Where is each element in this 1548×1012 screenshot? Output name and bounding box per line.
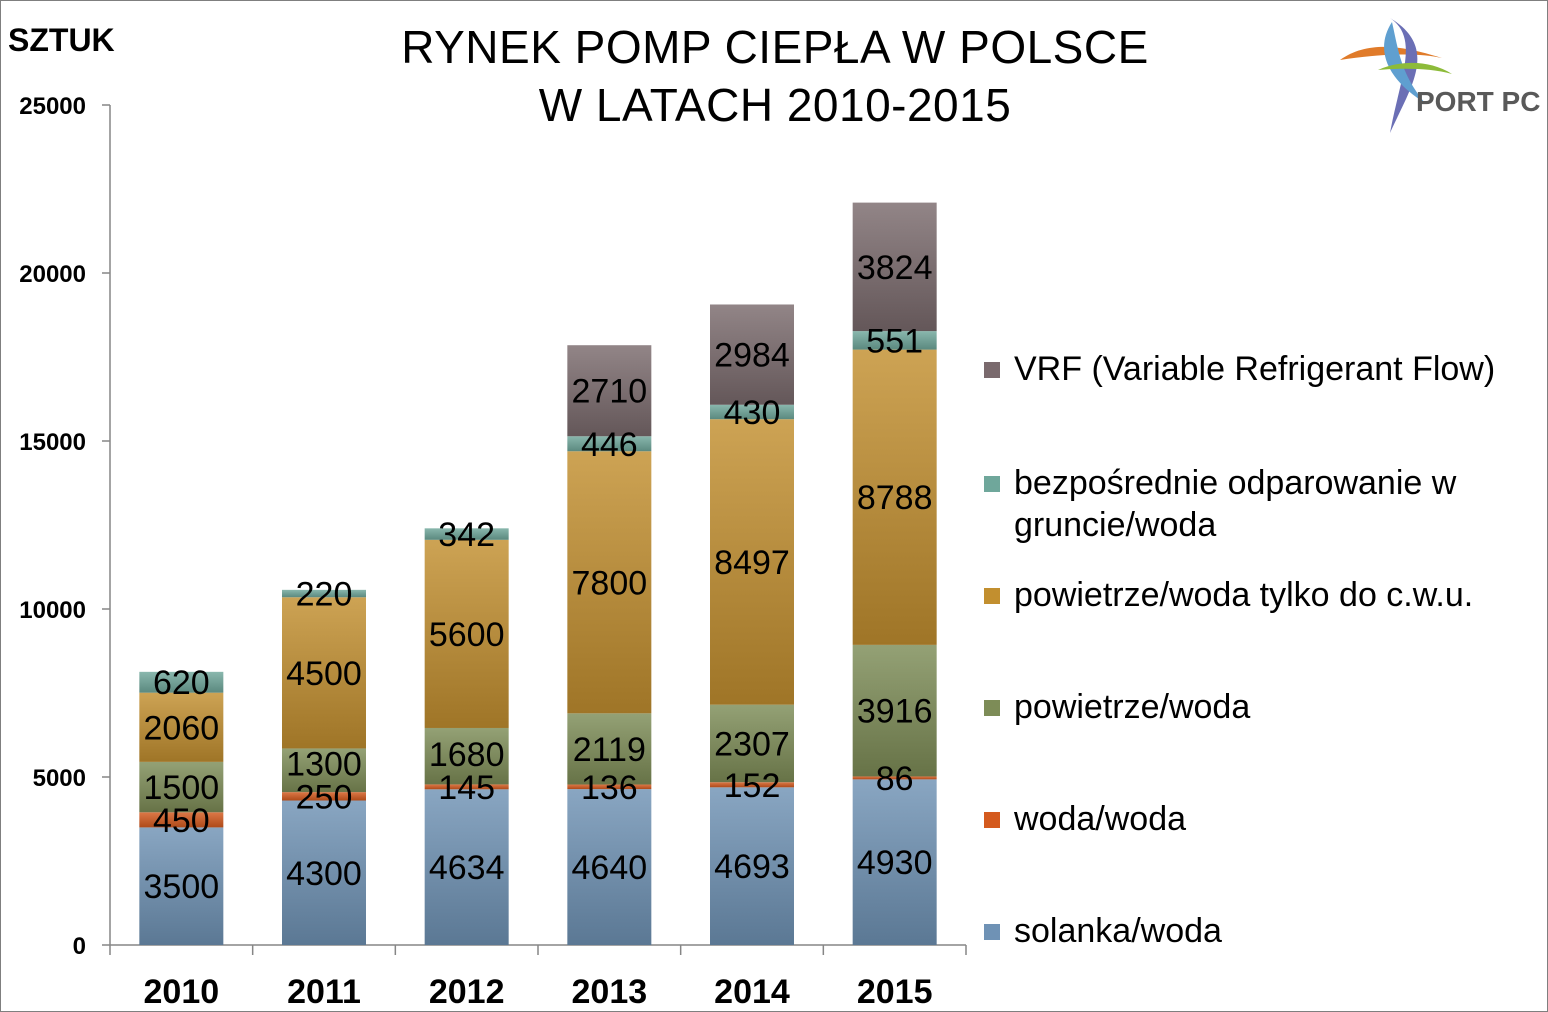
bar-segment — [424, 789, 509, 945]
logo-text: PORT PC — [1416, 86, 1541, 117]
bar-segment — [710, 304, 794, 405]
x-tick-label: 2012 — [429, 973, 505, 1011]
bar-data-label: 4634 — [429, 849, 505, 887]
bar-segment — [852, 331, 937, 350]
x-tick-label: 2015 — [857, 973, 933, 1011]
bar-segment — [139, 761, 224, 813]
legend-label: solanka/woda — [1014, 912, 1222, 950]
port-pc-logo-icon — [1340, 18, 1452, 133]
y-tick-label: 15000 — [19, 429, 86, 456]
y-tick-label: 20000 — [19, 261, 86, 288]
bar-data-label: 1300 — [286, 745, 362, 783]
bar-data-label: 8497 — [714, 544, 790, 582]
bar-segment — [424, 528, 509, 540]
legend-label: woda/woda — [1014, 800, 1187, 838]
bar-segment — [852, 779, 937, 945]
legend-swatch — [984, 476, 1000, 492]
bar-segment — [139, 671, 224, 693]
chart-title-line-2: W LATACH 2010-2015 — [538, 79, 1012, 131]
bar-data-label: 4930 — [857, 844, 933, 882]
legend-label: VRF (Variable Refrigerant Flow) — [1014, 350, 1496, 388]
bar-segment — [710, 787, 794, 945]
bar-data-label: 152 — [724, 767, 781, 805]
bar-segment — [282, 748, 366, 793]
legend-swatch — [984, 588, 1000, 604]
bar-segment — [139, 827, 224, 945]
legend-swatch — [984, 362, 1000, 378]
bar-segment — [424, 727, 509, 785]
bar-data-label: 4640 — [572, 849, 648, 887]
bar-data-label: 8788 — [857, 479, 933, 517]
bar-segment — [567, 436, 652, 452]
bar-data-label: 342 — [438, 516, 495, 554]
bar-data-label: 430 — [724, 394, 781, 432]
bar-segment — [139, 692, 224, 762]
y-tick-label: 10000 — [19, 597, 86, 624]
bar-data-label: 1680 — [429, 736, 505, 774]
y-tick-label: 0 — [73, 933, 86, 960]
bar-data-label: 2307 — [714, 725, 790, 763]
bar-segment — [852, 349, 937, 645]
bar-data-label: 7800 — [572, 564, 648, 602]
bar-data-label: 2119 — [573, 731, 646, 769]
bar-segment — [710, 704, 794, 783]
bar-segment — [282, 792, 366, 801]
bar-data-label: 551 — [866, 322, 923, 360]
bar-data-label: 145 — [438, 769, 495, 807]
x-tick-label: 2011 — [287, 973, 361, 1011]
x-tick-label: 2013 — [572, 973, 648, 1011]
bar-segment — [567, 713, 652, 785]
bar-segment — [424, 539, 509, 728]
legend-label: powietrze/woda tylko do c.w.u. — [1014, 576, 1474, 614]
bar-data-label: 3500 — [144, 868, 220, 906]
bar-segment — [710, 404, 794, 420]
bar-segment — [567, 451, 652, 714]
legend-swatch — [984, 924, 1000, 940]
bar-segment — [282, 597, 366, 749]
bar-data-label: 2710 — [572, 373, 648, 411]
legend-label: powietrze/woda — [1014, 688, 1251, 726]
x-tick-label: 2010 — [144, 973, 220, 1011]
bar-data-label: 86 — [876, 760, 914, 798]
y-axis-label: SZTUK — [8, 22, 115, 58]
legend-swatch — [984, 812, 1000, 828]
legend-label: bezpośrednie odparowanie w gruncie/woda — [1014, 464, 1457, 544]
bar-segment — [852, 776, 937, 780]
bar-segment — [139, 812, 224, 828]
bar-data-label: 3916 — [857, 693, 933, 731]
bar-data-label: 4693 — [714, 848, 790, 886]
bar-data-label: 250 — [296, 778, 353, 816]
bar-segment — [710, 419, 794, 705]
bar-data-label: 1500 — [144, 769, 220, 807]
bar-segment — [567, 345, 652, 437]
bar-segment — [852, 644, 937, 777]
x-tick-label: 2014 — [714, 973, 790, 1011]
bar-data-label: 446 — [581, 426, 638, 464]
bar-data-label: 5600 — [429, 616, 505, 654]
legend-swatch — [984, 700, 1000, 716]
bar-segment — [282, 589, 366, 598]
bar-data-label: 220 — [296, 576, 353, 614]
chart-title-line-1: RYNEK POMP CIEPŁA W POLSCE — [401, 21, 1149, 73]
bar-segment — [567, 789, 652, 945]
y-tick-label: 25000 — [19, 93, 86, 120]
bar-data-label: 4300 — [286, 855, 362, 893]
bar-segment — [710, 782, 794, 788]
bar-segment — [424, 784, 509, 790]
bar-data-label: 450 — [153, 802, 210, 840]
bar-data-label: 136 — [581, 769, 638, 807]
bar-segment — [852, 202, 937, 332]
bar-data-label: 3824 — [857, 249, 933, 287]
bar-data-label: 620 — [153, 664, 210, 702]
y-tick-label: 5000 — [33, 765, 86, 792]
bar-segment — [567, 784, 652, 790]
bar-data-label: 4500 — [286, 655, 362, 693]
bar-segment — [282, 800, 366, 945]
bar-data-label: 2984 — [714, 337, 790, 375]
bar-data-label: 2060 — [144, 709, 220, 747]
